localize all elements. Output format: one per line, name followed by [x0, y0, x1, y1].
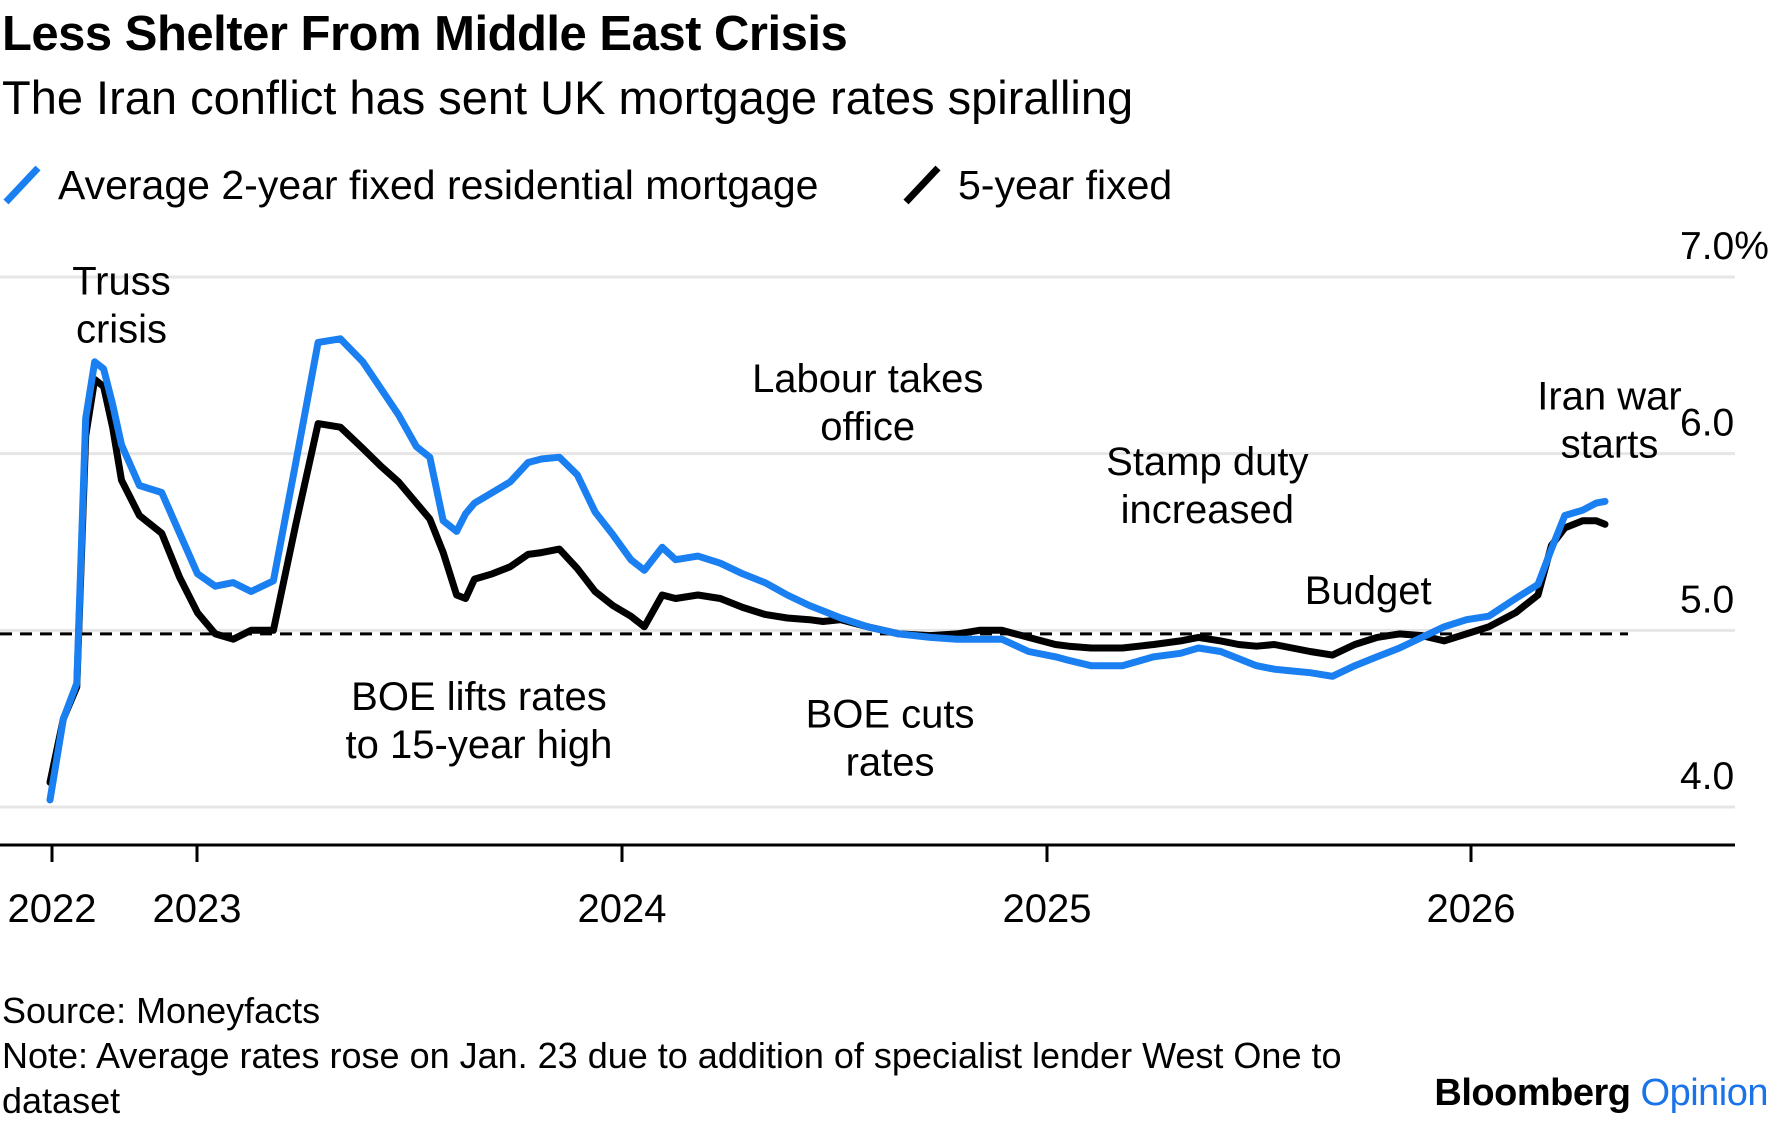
- y-tick-label-2: 6.0: [1680, 402, 1734, 445]
- legend-label-5-year: 5-year fixed: [958, 162, 1172, 208]
- annotation-4-line-1: increased: [1121, 488, 1294, 532]
- annotation-3-line-0: BOE cuts: [806, 693, 975, 737]
- brand-logo: Bloomberg Opinion: [1434, 1072, 1768, 1115]
- source-note: Source: Moneyfacts: [2, 990, 321, 1031]
- annotation-6-line-0: Iran war: [1537, 375, 1682, 419]
- annotation-0-line-0: Truss: [72, 260, 171, 304]
- x-tick-label-0: 2022: [8, 887, 97, 931]
- series-line-5-year: [46, 376, 1609, 786]
- y-axis-labels: 4.0 5.0 6.0 7.0%: [1680, 225, 1769, 798]
- annotation-1-line-0: BOE lifts rates: [351, 675, 607, 719]
- x-tick-label-1: 2023: [153, 887, 242, 931]
- x-tick-label-4: 2026: [1427, 887, 1516, 931]
- annotation-0-line-1: crisis: [76, 308, 167, 352]
- annotation-5-line-0: Budget: [1305, 569, 1432, 613]
- annotation-1-line-1: to 15-year high: [346, 723, 613, 767]
- brand-part1: Bloomberg: [1434, 1072, 1631, 1114]
- chart-subtitle: The Iran conflict has sent UK mortgage r…: [2, 71, 1134, 124]
- annotation-2-line-1: office: [820, 405, 915, 449]
- x-tick-label-2: 2024: [578, 887, 667, 931]
- chart-legend: Average 2-year fixed residential mortgag…: [3, 162, 1172, 208]
- y-tick-label-1: 5.0: [1680, 578, 1734, 621]
- y-tick-label-3: 7.0%: [1680, 225, 1769, 268]
- legend-marker-5-year: [903, 165, 941, 205]
- annotation-6-line-1: starts: [1561, 423, 1659, 467]
- legend-label-2-year: Average 2-year fixed residential mortgag…: [58, 162, 818, 208]
- legend-marker-2-year: [3, 165, 41, 205]
- data-note: Note: Average rates rose on Jan. 23 due …: [2, 1035, 1342, 1121]
- series-group: [46, 335, 1609, 804]
- brand-part2: Opinion: [1640, 1072, 1769, 1114]
- x-axis: 2022 2023 2024 2025 2026: [0, 843, 1735, 931]
- chart-title: Less Shelter From Middle East Crisis: [2, 7, 848, 61]
- gridlines: [0, 275, 1735, 809]
- annotation-2-line-0: Labour takes: [752, 357, 983, 401]
- annotation-3-line-1: rates: [846, 741, 935, 785]
- annotation-4-line-0: Stamp duty: [1106, 440, 1308, 484]
- line-chart: Average 2-year fixed residential mortgag…: [0, 162, 1769, 931]
- x-tick-label-3: 2025: [1003, 887, 1092, 931]
- series-line-2-year: [46, 335, 1609, 804]
- annotation-5: Budget: [1305, 569, 1432, 613]
- y-tick-label-0: 4.0: [1680, 755, 1734, 798]
